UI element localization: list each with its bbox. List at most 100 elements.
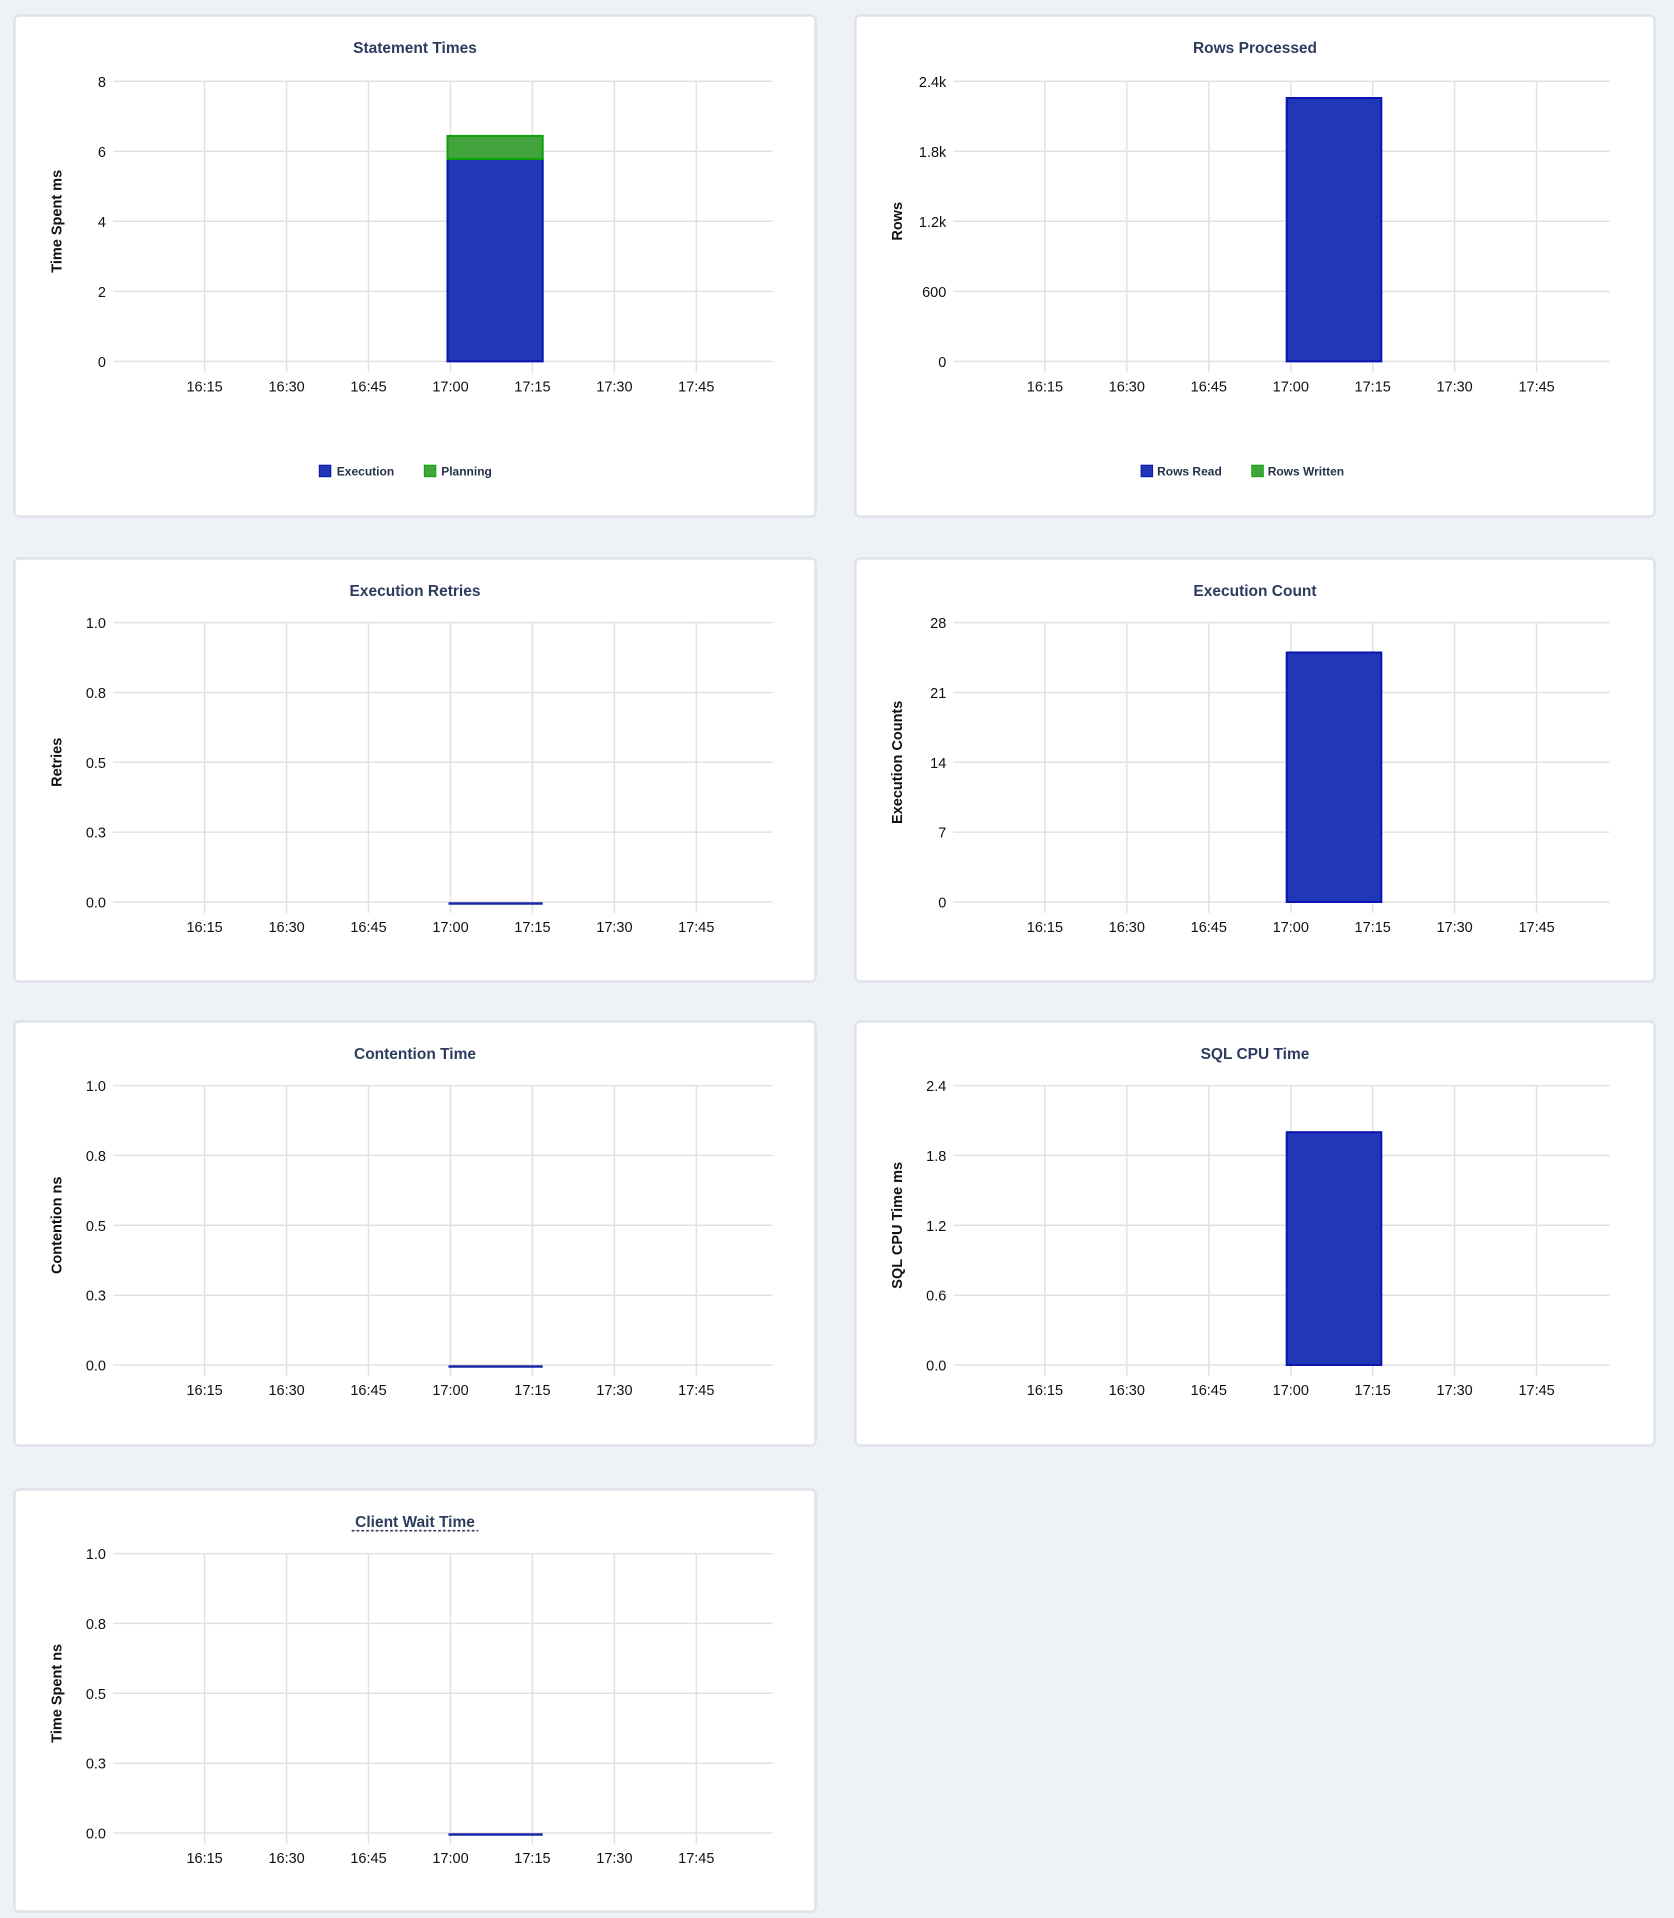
svg-text:0.5: 0.5: [86, 1219, 106, 1235]
svg-text:Planning: Planning: [441, 465, 492, 479]
svg-text:Retries: Retries: [50, 738, 66, 787]
svg-text:17:30: 17:30: [1436, 1383, 1472, 1399]
svg-text:16:30: 16:30: [268, 1383, 304, 1399]
svg-text:16:45: 16:45: [1191, 920, 1227, 936]
svg-text:17:30: 17:30: [1436, 379, 1472, 395]
svg-text:17:00: 17:00: [1273, 379, 1309, 395]
svg-text:17:45: 17:45: [678, 379, 714, 395]
svg-text:16:15: 16:15: [186, 920, 222, 936]
svg-text:SQL CPU Time: SQL CPU Time: [1201, 1046, 1310, 1063]
svg-text:1.8: 1.8: [926, 1149, 946, 1165]
svg-text:1.2k: 1.2k: [919, 215, 947, 231]
svg-text:600: 600: [922, 285, 946, 301]
svg-text:21: 21: [930, 686, 946, 702]
svg-text:Time Spent ms: Time Spent ms: [50, 170, 66, 273]
svg-text:0.3: 0.3: [86, 1757, 106, 1773]
svg-text:17:30: 17:30: [596, 920, 632, 936]
svg-text:0: 0: [938, 355, 946, 371]
svg-text:0.3: 0.3: [86, 826, 106, 842]
svg-text:17:00: 17:00: [432, 920, 468, 936]
svg-text:Time Spent ns: Time Spent ns: [50, 1644, 66, 1743]
svg-text:Statement Times: Statement Times: [353, 40, 477, 57]
svg-text:16:45: 16:45: [350, 1851, 386, 1867]
svg-text:4: 4: [98, 215, 106, 231]
svg-text:17:45: 17:45: [1518, 1383, 1554, 1399]
svg-text:0.5: 0.5: [86, 756, 106, 772]
svg-text:0.3: 0.3: [86, 1289, 106, 1305]
svg-text:16:15: 16:15: [1027, 379, 1063, 395]
svg-text:16:15: 16:15: [186, 379, 222, 395]
svg-text:17:00: 17:00: [1273, 920, 1309, 936]
svg-text:16:30: 16:30: [268, 920, 304, 936]
svg-text:17:15: 17:15: [514, 1851, 550, 1867]
svg-text:1.0: 1.0: [86, 1079, 106, 1095]
svg-text:1.2: 1.2: [926, 1219, 946, 1235]
svg-text:17:45: 17:45: [678, 1383, 714, 1399]
svg-text:16:30: 16:30: [1109, 1383, 1145, 1399]
svg-text:6: 6: [98, 145, 106, 161]
svg-text:17:00: 17:00: [432, 1383, 468, 1399]
svg-text:17:30: 17:30: [596, 1851, 632, 1867]
svg-text:0.0: 0.0: [926, 1359, 946, 1375]
svg-text:1.0: 1.0: [86, 1547, 106, 1563]
svg-text:17:15: 17:15: [1355, 1383, 1391, 1399]
svg-text:0.0: 0.0: [86, 896, 106, 912]
svg-text:0: 0: [98, 355, 106, 371]
svg-text:SQL CPU Time ms: SQL CPU Time ms: [890, 1162, 906, 1289]
svg-text:14: 14: [930, 756, 946, 772]
svg-text:0.0: 0.0: [86, 1827, 106, 1843]
svg-text:Contention Time: Contention Time: [354, 1046, 476, 1063]
svg-text:16:15: 16:15: [1027, 920, 1063, 936]
svg-text:2.4k: 2.4k: [919, 75, 947, 91]
svg-text:Execution Retries: Execution Retries: [350, 583, 481, 600]
svg-text:Execution: Execution: [337, 465, 394, 479]
svg-text:2.4: 2.4: [926, 1079, 946, 1095]
svg-text:17:45: 17:45: [678, 920, 714, 936]
svg-text:0.6: 0.6: [926, 1289, 946, 1305]
svg-text:16:15: 16:15: [1027, 1383, 1063, 1399]
svg-text:2: 2: [98, 285, 106, 301]
svg-text:16:30: 16:30: [1109, 920, 1145, 936]
svg-text:0.8: 0.8: [86, 1149, 106, 1165]
svg-text:17:00: 17:00: [1273, 1383, 1309, 1399]
svg-text:16:45: 16:45: [1191, 379, 1227, 395]
svg-text:0.0: 0.0: [86, 1359, 106, 1375]
svg-text:16:15: 16:15: [186, 1383, 222, 1399]
svg-text:17:15: 17:15: [514, 379, 550, 395]
svg-text:16:30: 16:30: [1109, 379, 1145, 395]
svg-text:17:15: 17:15: [514, 920, 550, 936]
svg-text:Rows: Rows: [890, 202, 906, 241]
svg-text:Contention ns: Contention ns: [50, 1177, 66, 1274]
svg-text:16:45: 16:45: [350, 920, 386, 936]
svg-text:0.5: 0.5: [86, 1687, 106, 1703]
svg-text:17:45: 17:45: [1518, 920, 1554, 936]
svg-text:28: 28: [930, 616, 946, 632]
svg-text:Rows Read: Rows Read: [1157, 465, 1222, 479]
svg-text:17:30: 17:30: [1436, 920, 1472, 936]
svg-text:Rows Processed: Rows Processed: [1193, 40, 1317, 57]
svg-text:16:30: 16:30: [268, 1851, 304, 1867]
svg-text:17:45: 17:45: [678, 1851, 714, 1867]
svg-text:17:45: 17:45: [1518, 379, 1554, 395]
svg-text:0: 0: [938, 896, 946, 912]
svg-text:17:30: 17:30: [596, 379, 632, 395]
svg-text:17:30: 17:30: [596, 1383, 632, 1399]
svg-text:8: 8: [98, 75, 106, 91]
svg-text:17:15: 17:15: [1355, 379, 1391, 395]
svg-text:16:45: 16:45: [350, 1383, 386, 1399]
svg-text:16:15: 16:15: [186, 1851, 222, 1867]
svg-text:0.8: 0.8: [86, 1617, 106, 1633]
svg-text:1.0: 1.0: [86, 616, 106, 632]
svg-text:0.8: 0.8: [86, 686, 106, 702]
svg-text:7: 7: [938, 826, 946, 842]
svg-text:17:15: 17:15: [1355, 920, 1391, 936]
svg-text:17:00: 17:00: [432, 1851, 468, 1867]
svg-text:Execution Counts: Execution Counts: [890, 701, 906, 824]
svg-text:17:00: 17:00: [432, 379, 468, 395]
svg-text:16:30: 16:30: [268, 379, 304, 395]
svg-text:Execution Count: Execution Count: [1193, 583, 1316, 600]
svg-text:1.8k: 1.8k: [919, 145, 947, 161]
svg-text:Client Wait Time: Client Wait Time: [355, 1514, 475, 1531]
svg-text:16:45: 16:45: [350, 379, 386, 395]
svg-text:Rows Written: Rows Written: [1268, 465, 1344, 479]
